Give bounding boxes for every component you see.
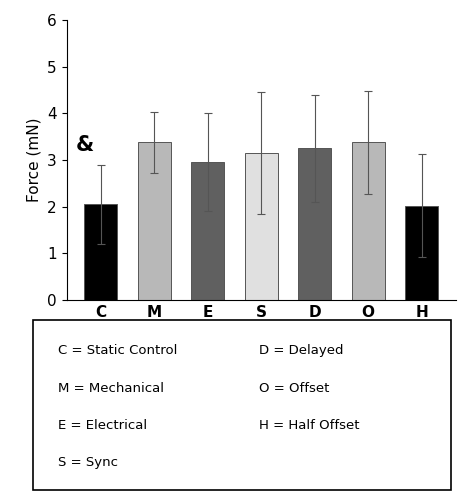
- Bar: [405, 206, 438, 300]
- FancyBboxPatch shape: [33, 320, 451, 490]
- Text: C = Static Control: C = Static Control: [58, 344, 178, 357]
- Bar: [84, 204, 117, 300]
- Bar: [138, 142, 171, 300]
- Text: M = Mechanical: M = Mechanical: [58, 382, 164, 394]
- Text: H = Half Offset: H = Half Offset: [259, 419, 360, 432]
- Bar: [191, 162, 224, 300]
- Bar: [352, 142, 385, 300]
- Bar: [245, 153, 278, 300]
- Text: D = Delayed: D = Delayed: [259, 344, 343, 357]
- Bar: [298, 148, 332, 300]
- Y-axis label: Force (mN): Force (mN): [27, 118, 41, 202]
- Text: E = Electrical: E = Electrical: [58, 419, 147, 432]
- Text: S = Sync: S = Sync: [58, 456, 118, 469]
- Text: O = Offset: O = Offset: [259, 382, 329, 394]
- Text: &: &: [76, 136, 94, 156]
